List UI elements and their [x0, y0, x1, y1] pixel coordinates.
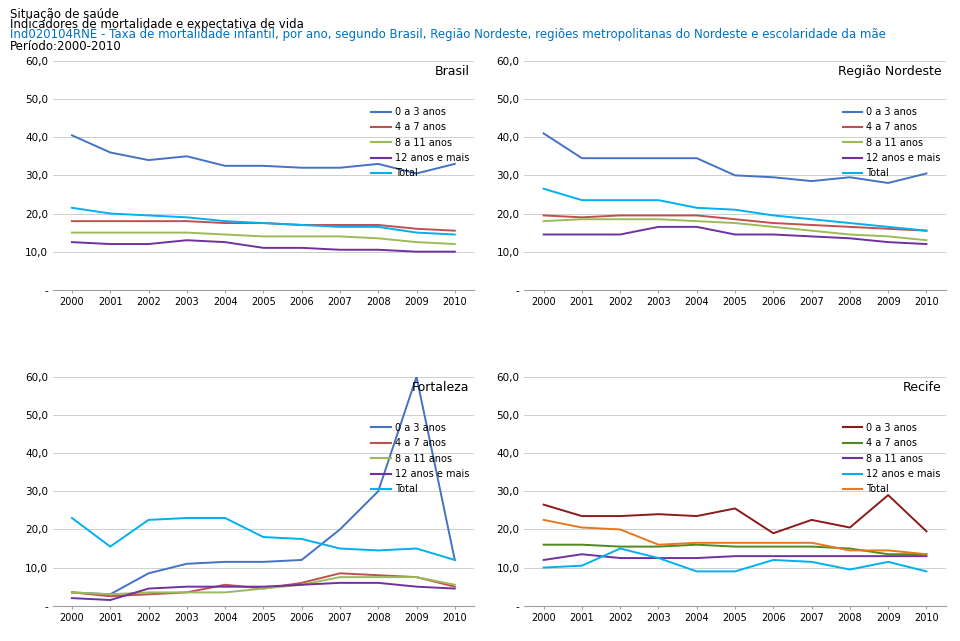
- Text: Fortaleza: Fortaleza: [412, 381, 469, 394]
- Legend: 0 a 3 anos, 4 a 7 anos, 8 a 11 anos, 12 anos e mais, Total: 0 a 3 anos, 4 a 7 anos, 8 a 11 anos, 12 …: [843, 107, 941, 178]
- Text: Situação de saúde: Situação de saúde: [10, 8, 118, 21]
- Legend: 0 a 3 anos, 4 a 7 anos, 8 a 11 anos, 12 anos e mais, Total: 0 a 3 anos, 4 a 7 anos, 8 a 11 anos, 12 …: [372, 423, 469, 494]
- Text: Ind020104RNE - Taxa de mortalidade infantil, por ano, segundo Brasil, Região Nor: Ind020104RNE - Taxa de mortalidade infan…: [10, 28, 885, 41]
- Text: Indicadores de mortalidade e expectativa de vida: Indicadores de mortalidade e expectativa…: [10, 18, 303, 31]
- Text: Brasil: Brasil: [435, 65, 469, 78]
- Text: Período:2000-2010: Período:2000-2010: [10, 40, 121, 53]
- Text: Região Nordeste: Região Nordeste: [838, 65, 942, 78]
- Legend: 0 a 3 anos, 4 a 7 anos, 8 a 11 anos, 12 anos e mais, Total: 0 a 3 anos, 4 a 7 anos, 8 a 11 anos, 12 …: [843, 423, 941, 494]
- Legend: 0 a 3 anos, 4 a 7 anos, 8 a 11 anos, 12 anos e mais, Total: 0 a 3 anos, 4 a 7 anos, 8 a 11 anos, 12 …: [372, 107, 469, 178]
- Text: Recife: Recife: [902, 381, 942, 394]
